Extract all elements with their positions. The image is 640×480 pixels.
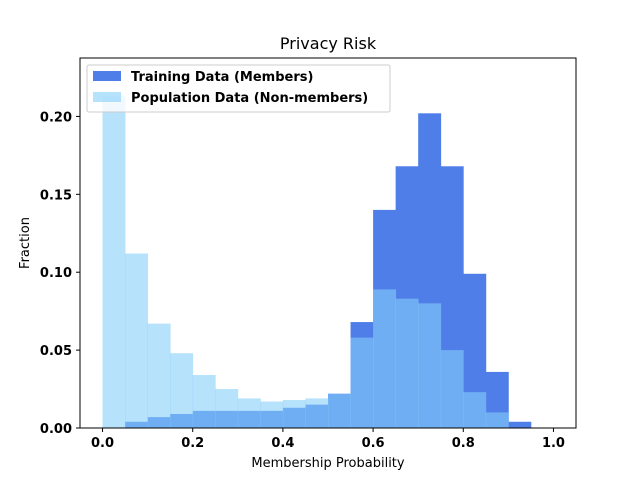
x-tick-label-5: 1.0 xyxy=(542,436,565,451)
x-axis-ticks: 0.0 0.2 0.4 0.6 0.8 1.0 xyxy=(91,428,565,451)
y-tick-label-1: 0.05 xyxy=(40,344,72,359)
non-member-bar-15 xyxy=(440,350,464,428)
legend-label-members: Training Data (Members) xyxy=(131,70,313,85)
y-tick-label-3: 0.15 xyxy=(40,188,72,203)
non-member-bar-14 xyxy=(418,303,442,428)
non-member-bar-9 xyxy=(305,398,329,428)
non-member-bar-4 xyxy=(192,375,216,428)
non-member-bar-6 xyxy=(237,398,261,428)
x-axis-label: Membership Probability xyxy=(251,456,405,471)
plot-frame xyxy=(79,57,577,429)
non-member-bar-2 xyxy=(147,323,171,428)
legend-swatch-members xyxy=(93,71,121,81)
y-axis-label: Fraction xyxy=(18,217,33,269)
x-tick-label-2: 0.4 xyxy=(271,436,294,451)
x-tick-label-1: 0.2 xyxy=(181,436,204,451)
legend: Training Data (Members) Population Data … xyxy=(86,64,391,113)
non-member-bar-7 xyxy=(260,401,284,428)
y-tick-label-0: 0.00 xyxy=(40,422,72,437)
non-member-bar-1 xyxy=(125,253,149,428)
non-member-bar-3 xyxy=(170,353,194,428)
legend-swatch-non-members xyxy=(93,92,121,102)
non-member-bar-17 xyxy=(485,412,509,428)
non-member-bar-12 xyxy=(373,289,397,428)
legend-box xyxy=(86,64,391,113)
x-tick-label-3: 0.6 xyxy=(362,436,385,451)
y-tick-label-4: 0.20 xyxy=(40,110,72,125)
y-axis-ticks: 0.00 0.05 0.10 0.15 0.20 xyxy=(40,110,80,437)
member-bar-18 xyxy=(508,421,532,428)
non-member-bar-16 xyxy=(463,392,487,428)
non-member-bar-13 xyxy=(395,298,419,428)
x-tick-label-0: 0.0 xyxy=(91,436,114,451)
chart-title: Privacy Risk xyxy=(280,34,377,53)
member-bar-16 xyxy=(463,273,487,428)
non-member-bar-5 xyxy=(215,389,239,428)
x-tick-label-4: 0.8 xyxy=(452,436,475,451)
non-member-bar-8 xyxy=(282,399,306,428)
non-member-bar-0 xyxy=(102,96,126,428)
y-tick-label-2: 0.10 xyxy=(40,266,72,281)
non-member-bar-11 xyxy=(350,337,374,428)
non-member-bar-10 xyxy=(328,393,351,428)
legend-label-non-members: Population Data (Non-members) xyxy=(131,91,368,106)
histogram-bars xyxy=(102,96,532,428)
